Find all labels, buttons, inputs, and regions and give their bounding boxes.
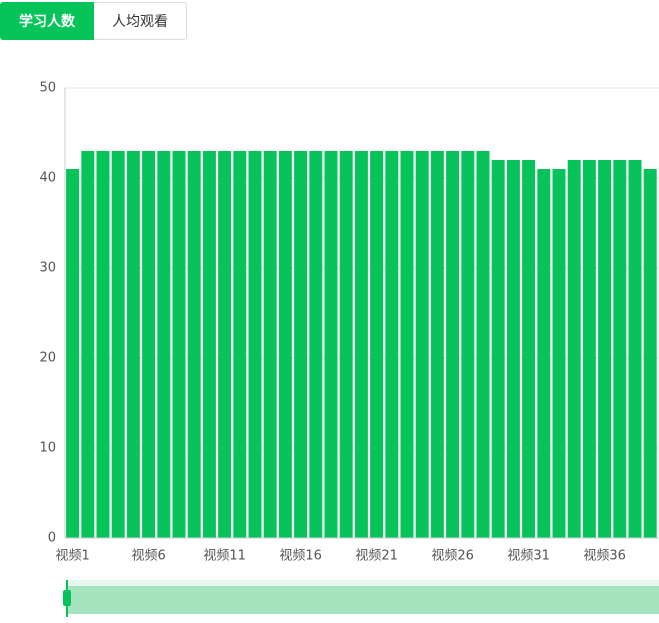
- bar: [415, 151, 429, 538]
- bar: [111, 151, 125, 538]
- bar: [157, 151, 171, 538]
- y-tick-label: 40: [39, 171, 56, 186]
- y-tick-label: 20: [39, 351, 56, 366]
- x-tick-label: 视频16: [279, 549, 322, 564]
- x-tick-label: 视频26: [431, 549, 474, 564]
- bar: [126, 151, 140, 538]
- bar: [628, 160, 642, 538]
- tab[interactable]: 人均观看: [94, 2, 187, 40]
- y-tick-label: 50: [39, 81, 56, 96]
- bar: [613, 160, 627, 538]
- zoom-window[interactable]: [67, 586, 659, 614]
- bar: [309, 151, 323, 538]
- bar: [552, 169, 566, 538]
- bar: [537, 169, 551, 538]
- bar: [339, 151, 353, 538]
- bar: [202, 151, 216, 538]
- bar: [96, 151, 110, 538]
- bar: [142, 151, 156, 538]
- bar: [582, 160, 596, 538]
- bar: [218, 151, 232, 538]
- y-tick-label: 10: [39, 441, 56, 456]
- bar: [643, 169, 657, 538]
- bar: [66, 169, 80, 538]
- bar: [324, 151, 338, 538]
- bar: [263, 151, 277, 538]
- tab-bar: 学习人数 人均观看: [0, 2, 187, 40]
- x-tick-label: 视频6: [131, 549, 165, 564]
- bar: [81, 151, 95, 538]
- x-tick-label: 视频36: [583, 549, 626, 564]
- bar: [506, 160, 520, 538]
- bar: [476, 151, 490, 538]
- bar: [294, 151, 308, 538]
- y-tick-label: 30: [39, 261, 56, 276]
- bar: [278, 151, 292, 538]
- bar: [400, 151, 414, 538]
- bar: [461, 151, 475, 538]
- bar: [598, 160, 612, 538]
- tab[interactable]: 学习人数: [0, 2, 94, 40]
- bar: [172, 151, 186, 538]
- bar: [385, 151, 399, 538]
- bar: [233, 151, 247, 538]
- zoom-handle[interactable]: [63, 590, 71, 606]
- bar: [430, 151, 444, 538]
- bar: [446, 151, 460, 538]
- bar: [187, 151, 201, 538]
- bar: [491, 160, 505, 538]
- bar: [354, 151, 368, 538]
- x-tick-label: 视频11: [203, 549, 246, 564]
- y-tick-label: 0: [48, 531, 56, 546]
- x-tick-label: 视频21: [355, 549, 398, 564]
- bar: [522, 160, 536, 538]
- bar: [248, 151, 262, 538]
- x-tick-label: 视频31: [507, 549, 550, 564]
- bar: [567, 160, 581, 538]
- bar: [370, 151, 384, 538]
- x-tick-label: 视频1: [55, 549, 89, 564]
